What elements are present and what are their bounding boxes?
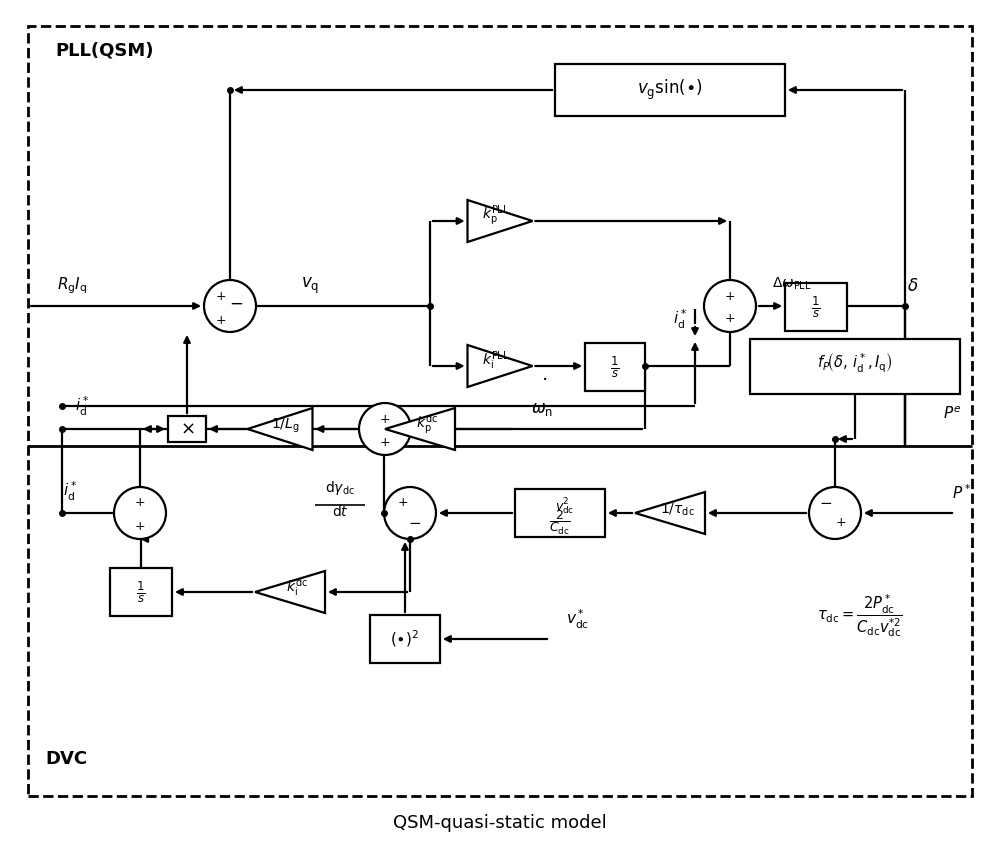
Text: $\mathrm{d}\gamma_\mathrm{dc}$: $\mathrm{d}\gamma_\mathrm{dc}$ bbox=[325, 479, 355, 497]
Polygon shape bbox=[468, 200, 532, 242]
Bar bbox=[555, 64, 785, 116]
Text: $\tau_\mathrm{dc}=\dfrac{2P_\mathrm{dc}^*}{C_\mathrm{dc}v_\mathrm{dc}^{*2}}$: $\tau_\mathrm{dc}=\dfrac{2P_\mathrm{dc}^… bbox=[817, 592, 903, 639]
Text: $\dfrac{2}{C_\mathrm{dc}}$: $\dfrac{2}{C_\mathrm{dc}}$ bbox=[549, 509, 571, 537]
Text: $\mathrm{d}t$: $\mathrm{d}t$ bbox=[332, 504, 348, 518]
Circle shape bbox=[114, 487, 166, 539]
Text: $R_\mathrm{g}I_\mathrm{q}$: $R_\mathrm{g}I_\mathrm{q}$ bbox=[57, 276, 87, 296]
Circle shape bbox=[809, 487, 861, 539]
Text: +: + bbox=[216, 315, 226, 328]
Text: $1/\tau_\mathrm{dc}$: $1/\tau_\mathrm{dc}$ bbox=[660, 502, 694, 518]
Bar bbox=[750, 339, 960, 394]
Text: DVC: DVC bbox=[45, 750, 87, 768]
Polygon shape bbox=[468, 345, 532, 387]
Text: +: + bbox=[216, 289, 226, 302]
Text: $k_\mathrm{p}^\mathrm{dc}$: $k_\mathrm{p}^\mathrm{dc}$ bbox=[416, 412, 438, 436]
Text: $i_\mathrm{d}^*$: $i_\mathrm{d}^*$ bbox=[75, 394, 89, 418]
Text: −: − bbox=[820, 495, 832, 511]
Circle shape bbox=[204, 280, 256, 332]
Text: +: + bbox=[135, 496, 145, 510]
Text: .: . bbox=[542, 364, 548, 384]
Text: +: + bbox=[135, 519, 145, 533]
Text: $f_P\!\left(\delta,\,i_\mathrm{d}^*,I_\mathrm{q}\right)$: $f_P\!\left(\delta,\,i_\mathrm{d}^*,I_\m… bbox=[817, 351, 893, 375]
Polygon shape bbox=[635, 492, 705, 534]
Bar bbox=[515, 489, 605, 537]
Text: +: + bbox=[380, 436, 390, 448]
Bar bbox=[168, 416, 206, 442]
Text: $v_\mathrm{dc}^2$: $v_\mathrm{dc}^2$ bbox=[555, 497, 575, 517]
Text: $\frac{1}{s}$: $\frac{1}{s}$ bbox=[610, 354, 620, 380]
Text: −: − bbox=[409, 516, 421, 530]
Circle shape bbox=[359, 403, 411, 455]
Polygon shape bbox=[255, 571, 325, 613]
Text: $v_\mathrm{dc}^*$: $v_\mathrm{dc}^*$ bbox=[566, 608, 590, 631]
Text: $P^e$: $P^e$ bbox=[943, 406, 961, 422]
Text: $v_\mathrm{g}\sin(\bullet)$: $v_\mathrm{g}\sin(\bullet)$ bbox=[637, 78, 703, 102]
Text: $(\bullet)^2$: $(\bullet)^2$ bbox=[390, 629, 420, 649]
Bar bbox=[785, 283, 847, 331]
Text: $P^*$: $P^*$ bbox=[952, 483, 972, 502]
Text: +: + bbox=[380, 413, 390, 426]
Text: −: − bbox=[229, 295, 243, 313]
Text: +: + bbox=[725, 289, 735, 302]
Text: +: + bbox=[725, 312, 735, 325]
Text: $\frac{1}{s}$: $\frac{1}{s}$ bbox=[811, 294, 821, 320]
Text: QSM-quasi-static model: QSM-quasi-static model bbox=[393, 814, 607, 832]
Polygon shape bbox=[247, 408, 312, 450]
Text: $i_\mathrm{d}^*$: $i_\mathrm{d}^*$ bbox=[63, 479, 77, 503]
Text: $\frac{1}{s}$: $\frac{1}{s}$ bbox=[136, 580, 146, 605]
Text: $k_\mathrm{p}^\mathrm{PLL}$: $k_\mathrm{p}^\mathrm{PLL}$ bbox=[482, 203, 510, 228]
Text: $\delta$: $\delta$ bbox=[907, 277, 919, 295]
Text: $k_\mathrm{i}^\mathrm{PLL}$: $k_\mathrm{i}^\mathrm{PLL}$ bbox=[482, 350, 510, 372]
Text: $v_\mathrm{q}$: $v_\mathrm{q}$ bbox=[301, 276, 319, 296]
Bar bbox=[585, 343, 645, 391]
Text: $1/ L_\mathrm{g}$: $1/ L_\mathrm{g}$ bbox=[271, 417, 299, 435]
Bar bbox=[110, 568, 172, 616]
Text: $\times$: $\times$ bbox=[180, 420, 194, 438]
Text: $i_\mathrm{d}^*$: $i_\mathrm{d}^*$ bbox=[673, 307, 687, 330]
Circle shape bbox=[704, 280, 756, 332]
Text: +: + bbox=[836, 517, 846, 529]
Circle shape bbox=[384, 487, 436, 539]
Text: PLL(QSM): PLL(QSM) bbox=[55, 42, 154, 60]
Text: $\Delta\omega_\mathrm{PLL}$: $\Delta\omega_\mathrm{PLL}$ bbox=[772, 276, 812, 292]
Bar bbox=[370, 615, 440, 663]
Text: +: + bbox=[398, 496, 408, 510]
Text: $\omega_\mathrm{n}$: $\omega_\mathrm{n}$ bbox=[531, 400, 553, 418]
Text: $k_\mathrm{i}^\mathrm{dc}$: $k_\mathrm{i}^\mathrm{dc}$ bbox=[286, 576, 308, 598]
Polygon shape bbox=[385, 408, 455, 450]
